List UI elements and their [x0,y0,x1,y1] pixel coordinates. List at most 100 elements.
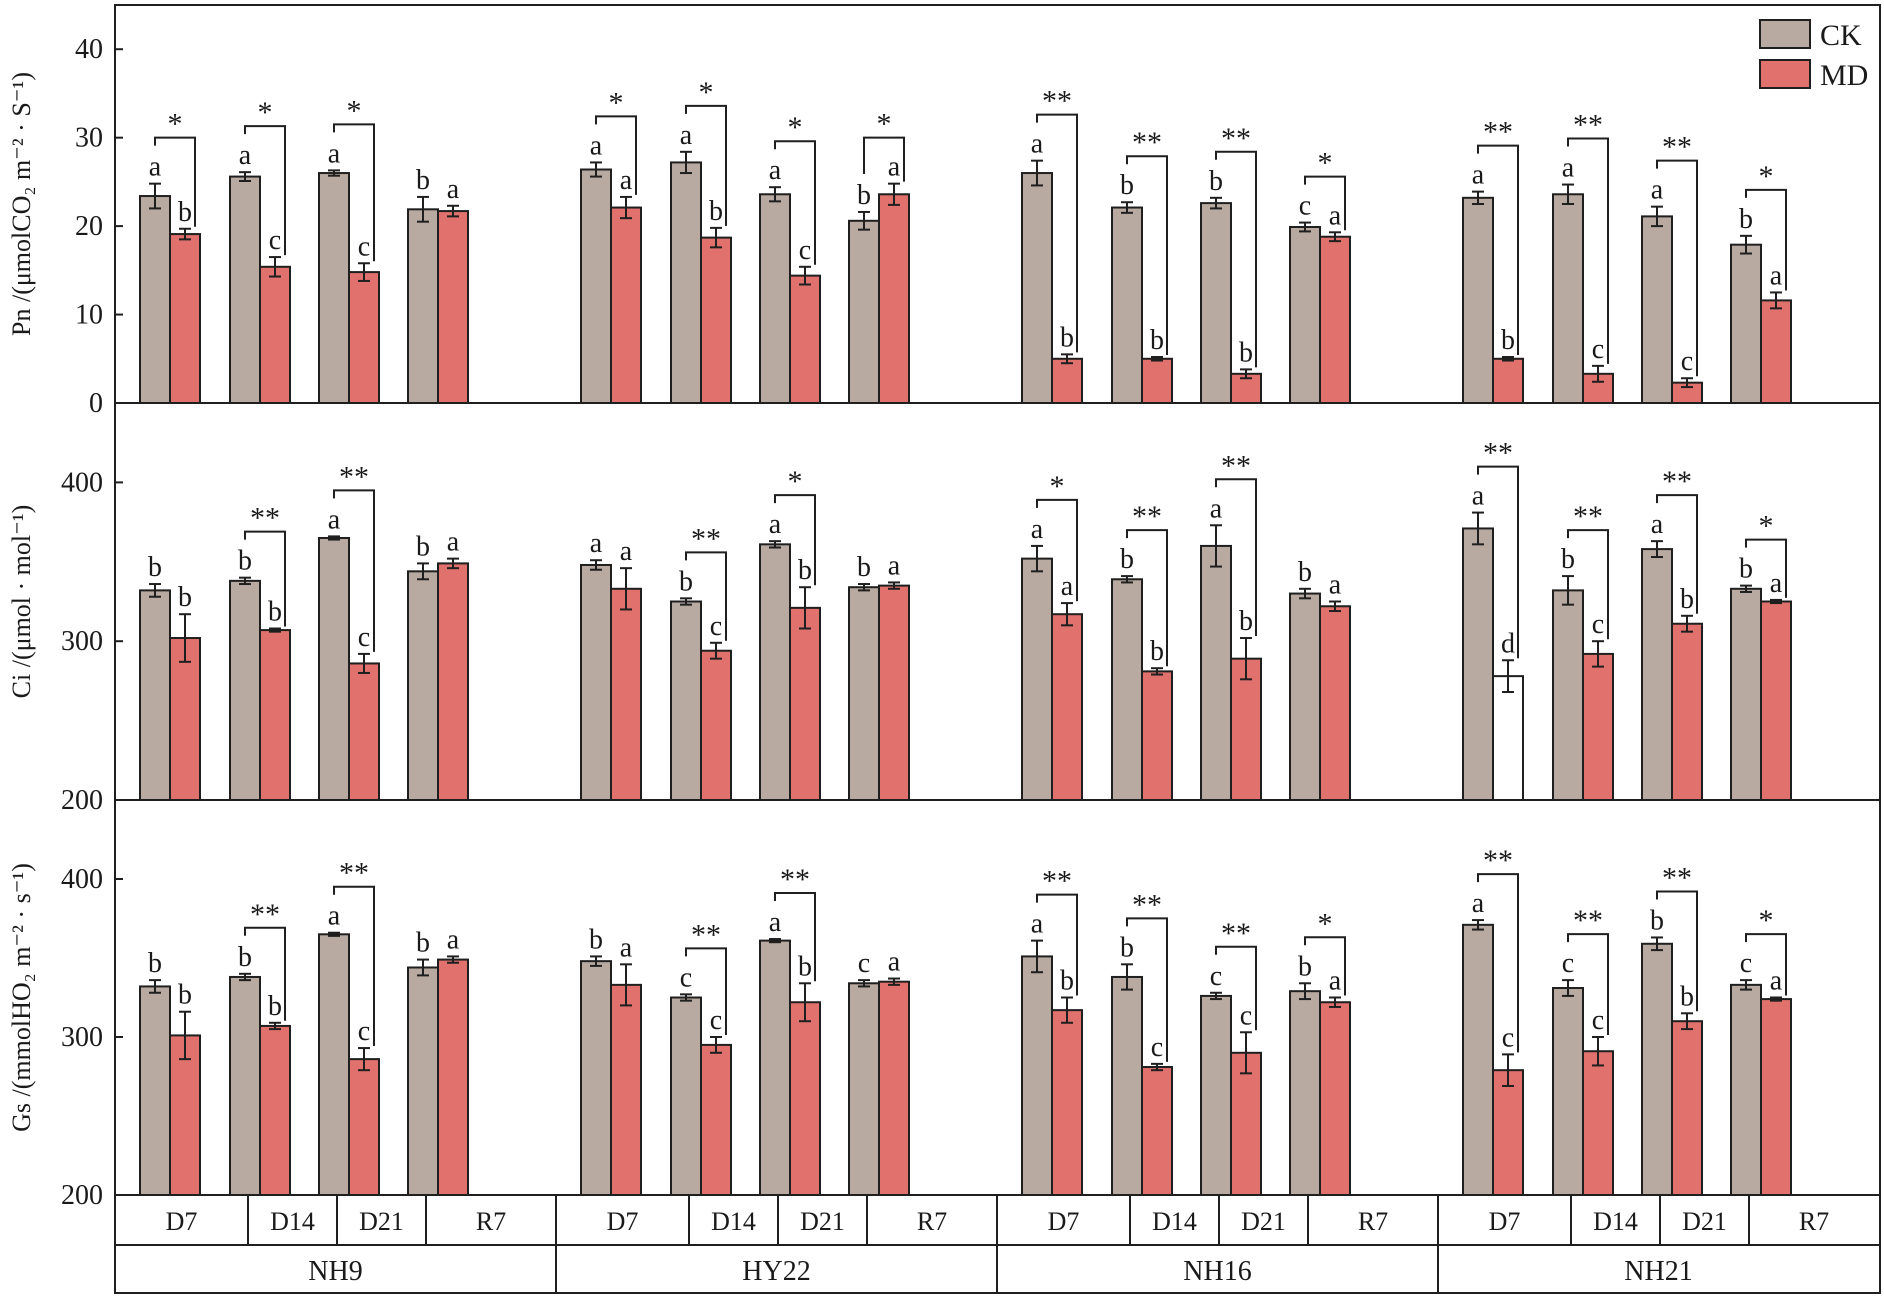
legend-label-ck: CK [1820,19,1862,52]
bar-ck [1111,578,1143,801]
bar-ck [1289,225,1321,404]
letter-ck: b [1120,170,1134,201]
bar-ck [407,966,439,1196]
letter-ck: a [1210,493,1223,524]
bar-ck [1021,172,1053,404]
significance-bracket [1126,529,1168,667]
significance-mark: * [1759,510,1774,543]
letter-md: c [1592,334,1604,365]
letter-ck: a [769,155,782,186]
significance-bracket [1745,188,1787,291]
significance-mark: ** [339,460,369,493]
bar-ck [139,195,171,404]
significance-bracket [685,104,727,226]
bar-md [610,587,642,802]
significance-bracket [1126,917,1168,1062]
bar-md [1760,998,1792,1197]
significance-bracket [1567,933,1609,1035]
significance-bracket [1215,150,1257,368]
bar-md [789,606,821,801]
bar-md [1582,652,1614,801]
significance-bracket [1656,494,1698,614]
significance-mark: ** [1483,116,1513,149]
bar-md [1671,1020,1703,1197]
bar-md [437,210,469,404]
letter-ck: a [1651,509,1664,540]
y-axis-label: Pn /(μmolCO₂ m⁻² · S⁻¹) [7,72,36,336]
letter-md: a [447,527,460,558]
letter-md: b [268,991,282,1022]
letter-ck: b [148,552,162,583]
variety-label: NH16 [1183,1256,1251,1287]
letter-md: b [798,951,812,982]
letter-ck: b [1298,557,1312,588]
significance-bracket [774,140,816,265]
bar-ck [139,985,171,1196]
letter-md: c [710,611,722,642]
treatment-label: D14 [711,1207,756,1236]
variety-label: HY22 [742,1256,810,1287]
bar-md [169,233,201,404]
letter-ck: a [769,509,782,540]
y-axis-label: Ci /(μmol · mol⁻¹) [7,505,36,699]
letter-ck: b [857,180,871,211]
letter-md: a [620,932,633,963]
y-tick-label: 400 [61,467,103,498]
bar-ck [1641,942,1673,1197]
letter-md: a [1061,571,1074,602]
bar-ck [580,563,612,802]
letter-ck: c [1210,961,1222,992]
bar-ck [1641,215,1673,404]
significance-mark: ** [1662,465,1692,498]
bar-md [259,1024,291,1196]
treatment-label: D14 [270,1207,315,1236]
bar-md [1671,622,1703,801]
letter-md: a [1770,568,1783,599]
significance-mark: ** [1221,449,1251,482]
y-axis-label: Gs /(mmolHO₂ m⁻² · s⁻¹) [7,863,36,1132]
significance-mark: ** [1221,122,1251,155]
treatment-label: R7 [917,1207,947,1236]
letter-md: c [799,235,811,266]
letter-ck: b [1561,544,1575,575]
bar-md [1319,605,1351,801]
letter-ck: b [1298,951,1312,982]
significance-mark: ** [1573,500,1603,533]
significance-mark: * [788,111,803,144]
bar-ck [848,586,880,802]
treatment-label: D7 [607,1207,639,1236]
significance-mark: ** [691,918,721,951]
letter-ck: a [1031,514,1044,545]
bar-ck [1200,994,1232,1196]
letter-ck: a [1031,129,1044,160]
letter-ck: b [857,552,871,583]
bar-md [700,1043,732,1197]
letter-ck: b [238,942,252,973]
bar-ck [1552,987,1584,1197]
letter-ck: b [416,165,430,196]
letter-md: b [798,555,812,586]
legend-label-md: MD [1820,59,1868,92]
treatment-label: R7 [1358,1207,1388,1236]
letter-ck: b [416,531,430,562]
letter-md: c [358,622,370,653]
significance-bracket [1304,936,1346,996]
bar-md [700,236,732,404]
treatment-label: R7 [476,1207,506,1236]
bar-md [1582,1050,1614,1196]
bar-md [878,980,910,1197]
letter-md: a [1329,570,1342,601]
significance-mark: ** [1483,844,1513,877]
letter-ck: c [680,962,692,993]
letter-md: c [1151,1032,1163,1063]
letter-ck: a [680,120,693,151]
letter-md: a [1329,200,1342,231]
letter-ck: a [328,901,341,932]
bar-ck [1552,193,1584,404]
bar-md [1492,1069,1524,1197]
significance-bracket [1745,538,1787,598]
bar-ck [759,939,791,1196]
bar-md [1319,1001,1351,1196]
